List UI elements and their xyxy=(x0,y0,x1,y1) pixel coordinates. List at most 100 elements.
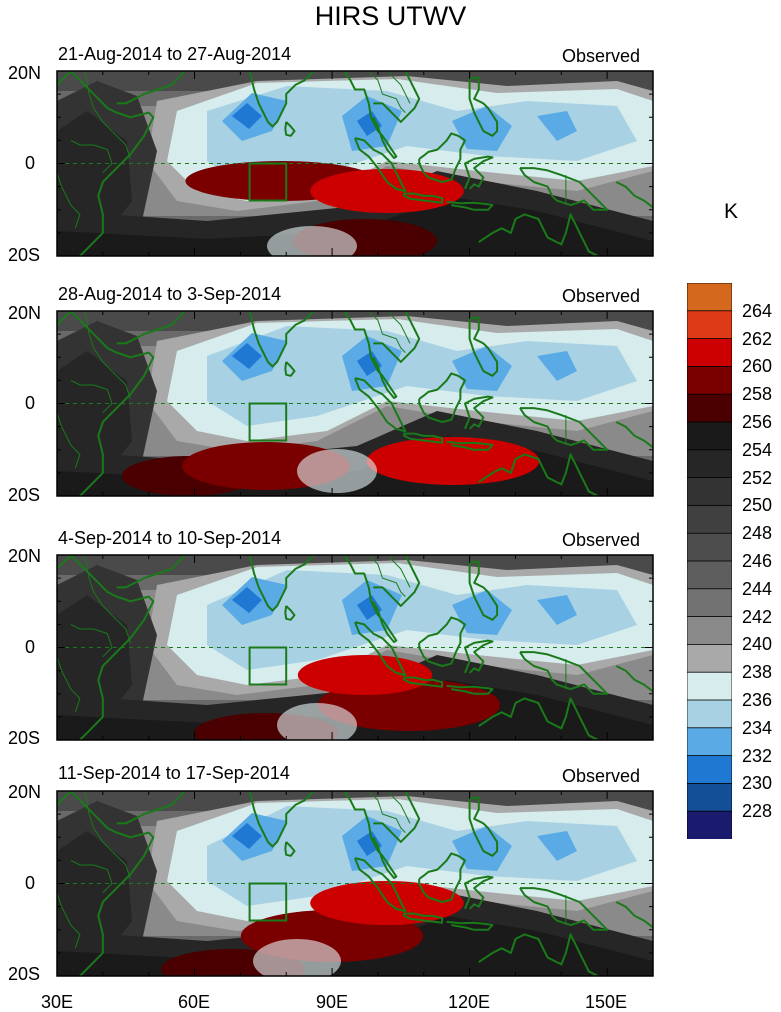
panel-4-lat-0: 0 xyxy=(25,873,36,893)
country-border xyxy=(389,791,411,824)
coastline xyxy=(116,311,187,345)
lon-label-60e: 60E xyxy=(177,992,211,1012)
country-border xyxy=(84,311,131,400)
coastline xyxy=(116,71,187,105)
coastline xyxy=(519,887,609,931)
colorbar-swatch xyxy=(687,699,732,729)
contour-region xyxy=(357,111,382,136)
country-border xyxy=(368,555,406,597)
panel-2-lat-20n: 20N xyxy=(8,303,42,323)
coastline xyxy=(116,791,187,825)
contour-region xyxy=(232,587,262,613)
panel-4-lat-20n: 20N xyxy=(8,782,42,802)
contour-region xyxy=(537,351,577,381)
region-box xyxy=(248,402,288,442)
coastline xyxy=(373,555,421,607)
panel-3-lat-20s: 20S xyxy=(8,728,41,748)
coastline xyxy=(284,361,296,377)
contour-region xyxy=(232,823,262,849)
coastline xyxy=(446,920,494,931)
coastline xyxy=(419,537,460,551)
country-border xyxy=(57,656,81,713)
country-border xyxy=(70,139,113,174)
colorbar-tick-label: 250 xyxy=(742,495,773,516)
colorbar-swatch xyxy=(687,366,732,396)
colorbar-swatch xyxy=(687,755,732,785)
panel-1-lat-20n: 20N xyxy=(8,63,42,83)
coastline xyxy=(284,841,296,857)
country-border xyxy=(389,555,411,588)
colorbar-tick-label: 256 xyxy=(742,412,773,432)
colorbar-tick-label: 264 xyxy=(742,300,773,321)
coastline xyxy=(615,181,653,209)
warm-anomaly xyxy=(366,437,540,485)
contour-region xyxy=(207,326,637,426)
coastline xyxy=(478,933,599,976)
colorbar-tick-label: 258 xyxy=(742,384,773,405)
panel-3-map xyxy=(56,554,654,741)
coastline xyxy=(468,316,499,377)
contour-region xyxy=(207,86,637,186)
panel-1-map xyxy=(56,70,654,257)
colorbar-swatch xyxy=(687,338,732,368)
panel-4-map xyxy=(56,790,654,977)
colorbar-tick-label: 260 xyxy=(742,356,773,377)
colorbar-swatch xyxy=(687,449,732,479)
panel-4-label: Observed xyxy=(562,766,641,786)
country-border xyxy=(84,555,131,644)
panel-2-lat-0: 0 xyxy=(25,393,36,413)
country-border xyxy=(368,71,406,113)
coastline xyxy=(464,155,494,190)
map-title: HIRS UTWV xyxy=(314,1,467,31)
colorbar-swatch xyxy=(687,532,732,562)
colorbar-swatch xyxy=(687,643,732,674)
warm-anomaly xyxy=(310,169,464,213)
colorbar-tick-label: 246 xyxy=(742,551,773,571)
colorbar-swatch xyxy=(687,782,732,813)
colorbar-tick-label: 238 xyxy=(742,662,773,683)
lon-label-30e: 30E xyxy=(40,992,74,1012)
panel-1-label: Observed xyxy=(562,46,641,66)
coastline xyxy=(247,555,316,612)
coastline xyxy=(343,311,398,399)
panel-3-lat-0: 0 xyxy=(25,637,36,657)
colorbar-unit: K xyxy=(724,200,739,223)
colorbar-tick-label: 242 xyxy=(742,606,773,627)
coastline xyxy=(247,311,316,368)
colorbar xyxy=(687,283,732,839)
coastline xyxy=(478,453,599,496)
coastline xyxy=(284,121,296,137)
panel-2-label: Observed xyxy=(562,286,641,306)
contour-region xyxy=(207,570,637,670)
cool-patch xyxy=(267,226,357,256)
colorbar-swatch xyxy=(687,560,732,590)
country-border xyxy=(389,311,411,344)
coastline xyxy=(419,53,460,67)
coastline xyxy=(116,555,187,589)
colorbar-tick-label: 232 xyxy=(742,745,773,766)
coastline xyxy=(519,651,609,695)
country-border xyxy=(368,311,406,353)
country-border xyxy=(57,412,81,469)
coastline xyxy=(519,407,609,451)
coastline xyxy=(446,440,494,451)
country-border xyxy=(70,379,113,414)
contour-region xyxy=(357,831,382,856)
warm-anomaly xyxy=(297,655,433,695)
colorbar-swatch xyxy=(687,421,732,451)
lon-label-90e: 90E xyxy=(315,992,349,1012)
coastline xyxy=(247,791,316,848)
coastline xyxy=(615,421,653,449)
coastline xyxy=(418,132,466,183)
panel-1-lat-20s: 20S xyxy=(8,245,41,265)
coastline xyxy=(446,684,494,695)
colorbar-tick-label: 262 xyxy=(742,328,773,349)
country-border xyxy=(84,71,131,160)
coastline xyxy=(464,639,494,674)
country-border xyxy=(389,71,411,104)
coastline xyxy=(343,71,398,159)
country-border xyxy=(368,791,406,833)
lon-label-120e: 120E xyxy=(447,992,491,1012)
colorbar-tick-label: 234 xyxy=(742,717,773,738)
panel-3-date-range: 4-Sep-2014 to 10-Sep-2014 xyxy=(58,528,282,548)
